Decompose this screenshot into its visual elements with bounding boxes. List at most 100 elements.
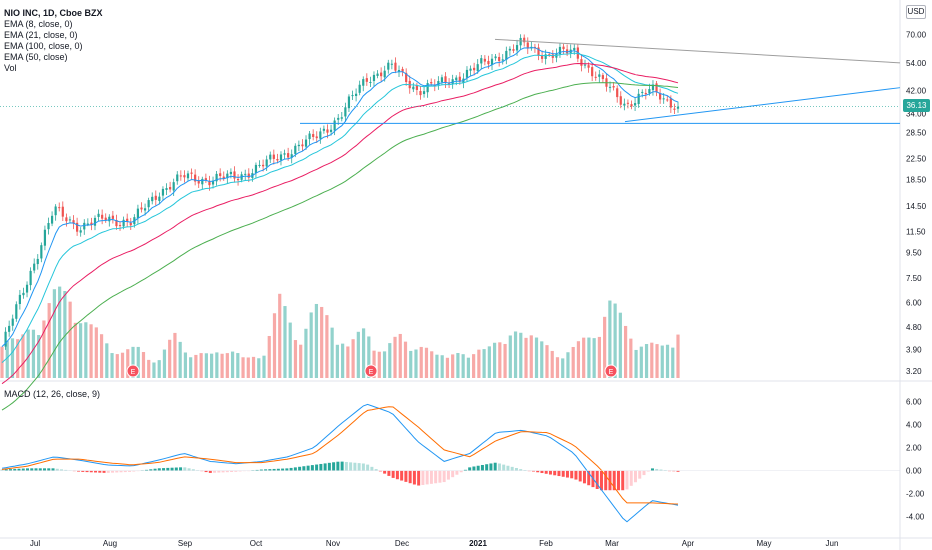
time-tick-label: Aug — [103, 539, 117, 548]
macd-histogram-bar — [132, 470, 136, 472]
volume-bar — [503, 343, 507, 378]
time-tick-label: Jul — [30, 539, 40, 548]
ema100-line — [1, 82, 679, 411]
macd-histogram-bar — [599, 470, 603, 491]
candle-body — [79, 230, 82, 233]
signal-line — [1, 406, 679, 505]
candle-body — [498, 56, 501, 62]
macd-tick-label: 6.00 — [906, 398, 922, 407]
candle-body — [4, 331, 7, 347]
candle-body — [415, 85, 418, 90]
candle-body — [319, 131, 322, 139]
price-legend: NIO INC, 1D, Cboe BZX EMA (8, close, 0) … — [4, 8, 103, 74]
volume-bar — [251, 356, 256, 378]
volume-bar — [665, 344, 670, 378]
candle-body — [136, 208, 140, 219]
symbol-title[interactable]: NIO INC, 1D, Cboe BZX — [4, 8, 103, 18]
macd-histogram-bar — [77, 470, 81, 472]
price-tick-label: 14.50 — [906, 202, 927, 211]
macd-histogram-bar — [204, 470, 208, 473]
legend-ema21[interactable]: EMA (21, close, 0) — [4, 30, 78, 40]
macd-histogram-bar — [344, 461, 348, 471]
candle-body — [430, 82, 433, 84]
macd-histogram-bar — [621, 470, 625, 491]
macd-histogram-bar — [425, 470, 429, 485]
candle-body — [190, 172, 193, 174]
candle-body — [655, 83, 658, 93]
volume-bar — [141, 352, 146, 378]
macd-histogram-bar — [519, 469, 523, 471]
macd-histogram-bar — [582, 470, 586, 484]
candle-body — [422, 91, 426, 95]
macd-histogram-bar — [612, 470, 616, 491]
macd-tick-label: 0.00 — [906, 467, 922, 476]
volume-bar — [47, 303, 51, 378]
volume-bar — [194, 354, 198, 378]
legend-ema100[interactable]: EMA (100, close, 0) — [4, 41, 83, 51]
axis-layer: 70.00 54.00 42.00 34.00 28.50 22.50 18.50 14.50… — [30, 31, 927, 548]
volume-bar — [414, 349, 418, 378]
time-tick-label: Dec — [395, 539, 409, 548]
macd-histogram-bar — [26, 468, 30, 471]
macd-histogram-bar — [646, 470, 650, 472]
volume-bar — [99, 334, 104, 378]
candle-body — [158, 196, 161, 201]
legend-ema50[interactable]: EMA (50, close) — [4, 52, 68, 62]
volume-bar — [487, 346, 491, 378]
legend-vol[interactable]: Vol — [4, 63, 17, 73]
candle-body — [326, 129, 329, 133]
price-tick-label: 28.50 — [906, 129, 927, 138]
candle-body — [265, 159, 268, 167]
macd-histogram-bar — [213, 470, 217, 473]
macd-histogram-bar — [21, 468, 25, 471]
candle-body — [329, 129, 333, 132]
time-tick-label: Sep — [178, 539, 193, 548]
volume-bar — [330, 327, 334, 378]
earnings-marker-label: E — [609, 369, 614, 376]
candle-body — [129, 222, 132, 226]
legend-ema8[interactable]: EMA (8, close, 0) — [4, 19, 73, 29]
macd-legend: MACD (12, 26, close, 9) — [4, 389, 100, 400]
price-tick-label: 11.50 — [906, 227, 926, 236]
volume-bar — [110, 353, 114, 378]
currency-label[interactable]: USD — [906, 5, 926, 19]
candle-body — [108, 216, 111, 222]
candle-body — [344, 107, 347, 117]
volume-bar — [639, 346, 643, 378]
volume-layer — [0, 286, 680, 378]
macd-histogram-bar — [183, 467, 187, 471]
candle-body — [140, 207, 143, 210]
macd-histogram-bar — [89, 470, 93, 473]
candle-body — [183, 175, 186, 178]
macd-histogram-bar — [208, 470, 212, 473]
candle-body — [540, 55, 544, 59]
macd-histogram-bar — [111, 470, 115, 473]
candle-body — [58, 207, 61, 209]
volume-bar — [115, 354, 119, 378]
volume-bar — [225, 353, 229, 378]
legend-macd[interactable]: MACD (12, 26, close, 9) — [4, 389, 101, 399]
macd-histogram-bar — [378, 470, 382, 472]
volume-bar — [650, 342, 654, 378]
volume-bar — [210, 353, 214, 378]
candle-body — [358, 84, 361, 93]
macd-histogram-bar — [319, 463, 323, 471]
ema21-line — [1, 52, 679, 363]
volume-bar — [272, 313, 277, 378]
macd-histogram-bar — [361, 463, 365, 471]
candle-body — [179, 175, 182, 177]
volume-bar — [498, 342, 502, 378]
macd-histogram-bar — [608, 470, 612, 491]
volume-bar — [676, 334, 680, 378]
macd-histogram-bar — [302, 466, 306, 471]
candle-body — [676, 106, 680, 109]
time-tick-label: Feb — [539, 539, 553, 548]
volume-bar — [644, 344, 649, 378]
candle-body — [637, 93, 640, 105]
volume-bar — [199, 353, 203, 378]
volume-bar — [382, 351, 387, 378]
volume-bar — [440, 355, 444, 378]
candle-body — [426, 83, 429, 93]
